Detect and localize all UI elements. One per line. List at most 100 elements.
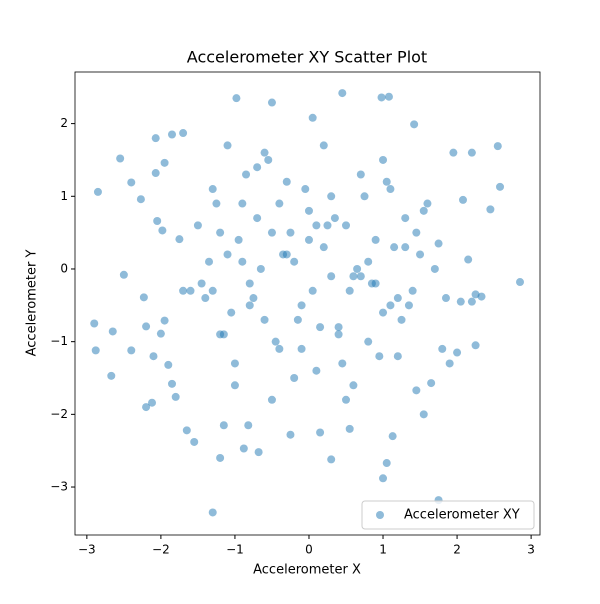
point (127, 178, 136, 187)
point (267, 228, 276, 237)
point (116, 154, 125, 163)
point (382, 177, 391, 186)
point (323, 221, 332, 230)
point (245, 301, 254, 310)
point (264, 155, 273, 164)
point (401, 243, 410, 252)
point (379, 308, 388, 317)
point (253, 214, 262, 223)
point (297, 301, 306, 310)
point (349, 381, 358, 390)
point (253, 163, 262, 172)
point (458, 195, 467, 204)
point (256, 264, 265, 273)
axes-frame (74, 71, 541, 536)
point (334, 323, 343, 332)
point (401, 214, 410, 223)
point (301, 185, 310, 194)
point (216, 228, 225, 237)
point (91, 346, 100, 355)
point (438, 344, 447, 353)
chart-title: Accelerometer XY Scatter Plot (187, 48, 427, 67)
point (316, 428, 325, 437)
point (397, 315, 406, 324)
point (304, 206, 313, 215)
point (308, 113, 317, 122)
point (282, 177, 291, 186)
point (382, 459, 391, 468)
point (386, 185, 395, 194)
point (412, 228, 421, 237)
point (375, 352, 384, 361)
x-tick-label: 2 (453, 543, 461, 557)
point (312, 366, 321, 375)
point (230, 381, 239, 390)
x-tick-label: 0 (305, 543, 313, 557)
point (434, 239, 443, 248)
point (445, 359, 454, 368)
point (412, 386, 421, 395)
point (171, 392, 180, 401)
plot-area (90, 89, 525, 517)
point (388, 432, 397, 441)
point (338, 359, 347, 368)
point (197, 279, 206, 288)
y-tick-label: 2 (60, 116, 68, 130)
point (201, 294, 210, 303)
point (245, 279, 254, 288)
point (167, 130, 176, 139)
point (90, 319, 99, 328)
point (404, 301, 413, 310)
point (449, 148, 458, 157)
point (297, 344, 306, 353)
x-tick-label: 1 (379, 543, 387, 557)
point (260, 148, 269, 157)
point (377, 93, 386, 102)
point (186, 286, 195, 295)
point (239, 444, 248, 453)
point (219, 421, 228, 430)
point (267, 98, 276, 107)
point (205, 257, 214, 266)
point (338, 89, 347, 98)
point (371, 279, 380, 288)
point (308, 286, 317, 295)
point (175, 235, 184, 244)
point (230, 359, 239, 368)
point (342, 395, 351, 404)
x-tick-label: −3 (78, 543, 96, 557)
y-tick-label: −1 (50, 334, 68, 348)
point (364, 257, 373, 266)
point (334, 330, 343, 339)
point (142, 403, 151, 412)
point (486, 205, 495, 214)
point (419, 206, 428, 215)
point (179, 286, 188, 295)
point (227, 308, 236, 317)
point (319, 243, 328, 252)
point (453, 348, 462, 357)
point (93, 187, 102, 196)
x-tick-label: 3 (527, 543, 535, 557)
point (151, 134, 160, 143)
point (319, 141, 328, 150)
legend-box (361, 500, 535, 530)
point (345, 286, 354, 295)
point (164, 360, 173, 369)
point (327, 272, 336, 281)
point (410, 120, 419, 129)
point (286, 430, 295, 439)
point (127, 346, 136, 355)
point (304, 235, 313, 244)
point (456, 297, 465, 306)
point (142, 322, 151, 331)
x-tick-label: −2 (152, 543, 170, 557)
point (371, 235, 380, 244)
point (182, 426, 191, 435)
point (108, 327, 117, 336)
point (267, 395, 276, 404)
point (390, 243, 399, 252)
point (249, 294, 258, 303)
